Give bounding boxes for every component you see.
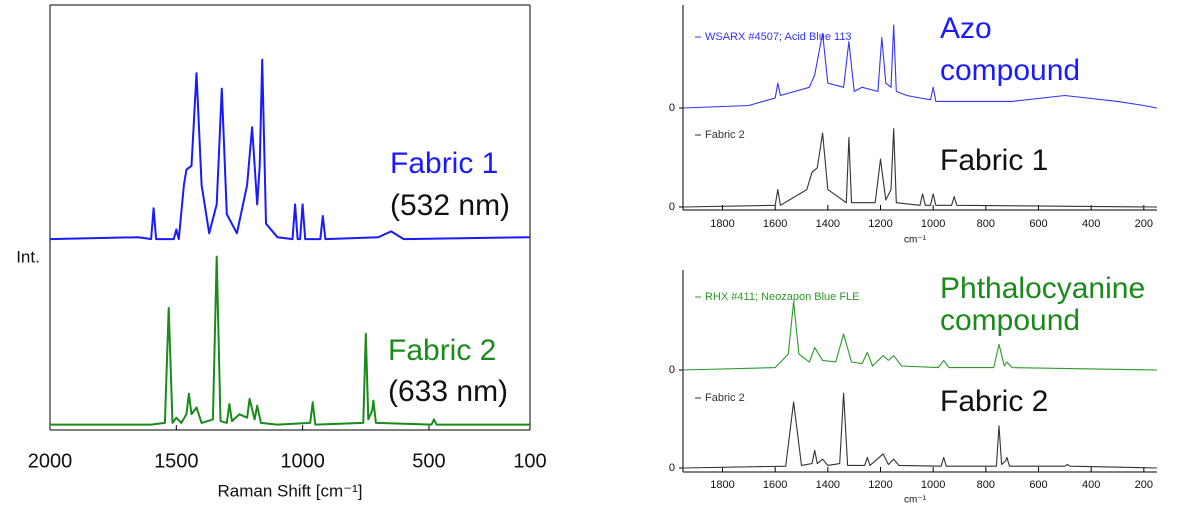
x-tick-label: 2000 xyxy=(28,450,73,472)
annotation: (633 nm) xyxy=(388,375,508,408)
x-tick-label: 100 xyxy=(513,450,546,472)
x-tick-label: 1600 xyxy=(763,218,787,230)
annotation: Azo xyxy=(940,12,992,45)
x-tick-label: 1800 xyxy=(710,218,734,230)
x-tick-label: 1000 xyxy=(921,479,945,491)
x-tick-label: 400 xyxy=(1082,218,1100,230)
annotation: Fabric 2 xyxy=(388,334,496,367)
x-tick-label: 800 xyxy=(977,479,995,491)
annotation: Fabric 1 xyxy=(390,147,498,180)
legend-label: Fabric 2 xyxy=(705,392,745,404)
spectrum-line xyxy=(682,392,1158,469)
legend-label: WSARX #4507; Acid Blue 113 xyxy=(705,31,852,43)
x-tick-label: 1600 xyxy=(763,479,787,491)
x-axis-label: cm⁻¹ xyxy=(904,235,927,246)
legend-label: Fabric 2 xyxy=(705,129,745,141)
x-tick-label: 1400 xyxy=(816,218,840,230)
annotation: (532 nm) xyxy=(390,189,510,222)
spectrum-line xyxy=(50,255,530,426)
x-tick-label: 1800 xyxy=(710,479,734,491)
x-tick-label: 1400 xyxy=(816,479,840,491)
spectrum-line xyxy=(682,301,1158,371)
x-tick-label: 500 xyxy=(412,450,445,472)
annotation: Fabric 2 xyxy=(940,385,1048,418)
x-tick-label: 200 xyxy=(1135,218,1153,230)
y-tick-label: 0 xyxy=(669,102,675,114)
x-axis-label: cm⁻¹ xyxy=(904,495,927,506)
annotation: Phthalocyanine xyxy=(940,272,1145,305)
x-tick-label: 600 xyxy=(1029,218,1047,230)
x-tick-label: 1000 xyxy=(921,218,945,230)
y-tick-label: 0 xyxy=(669,201,675,213)
y-tick-label: 0 xyxy=(669,364,675,376)
x-tick-label: 1200 xyxy=(868,218,892,230)
x-tick-label: 1200 xyxy=(868,479,892,491)
x-tick-label: 400 xyxy=(1082,479,1100,491)
spectrum-line xyxy=(682,128,1158,208)
x-tick-label: 200 xyxy=(1135,479,1153,491)
annotation: Fabric 1 xyxy=(940,144,1048,177)
x-tick-label: 1500 xyxy=(154,450,199,472)
y-axis-label: Int. xyxy=(16,247,40,266)
x-tick-label: 1000 xyxy=(280,450,325,472)
x-tick-label: 800 xyxy=(977,218,995,230)
annotation: compound xyxy=(940,54,1080,87)
x-axis-label: Raman Shift [cm⁻¹] xyxy=(217,481,362,500)
legend-label: RHX #411; Neozapon Blue FLE xyxy=(705,291,860,303)
y-tick-label: 0 xyxy=(669,462,675,474)
annotation: compound xyxy=(940,304,1080,337)
x-tick-label: 600 xyxy=(1029,479,1047,491)
spectrum-line xyxy=(49,58,531,241)
spectrum-line xyxy=(682,24,1158,109)
